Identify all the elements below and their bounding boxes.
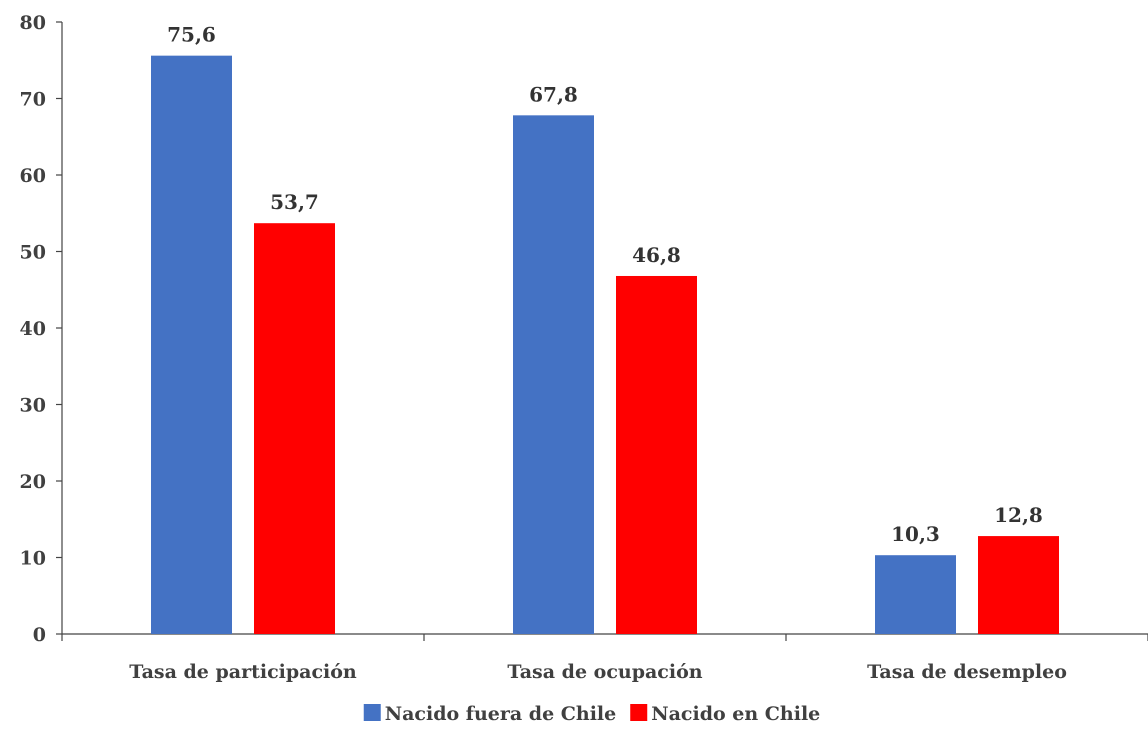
legend-swatch [630, 704, 648, 721]
y-axis: 0 10 20 30 40 50 60 70 80 [20, 12, 63, 646]
y-tick-label: 40 [20, 318, 46, 340]
bars [151, 55, 1059, 635]
bar [151, 55, 232, 635]
data-label: 10,3 [891, 522, 940, 546]
data-label: 46,8 [632, 243, 681, 267]
y-tick-label: 60 [20, 165, 46, 187]
bar [254, 223, 335, 634]
y-tick-label: 10 [20, 548, 46, 570]
y-tick-label: 80 [20, 12, 46, 34]
y-tick-label: 20 [20, 471, 46, 493]
bar [875, 555, 956, 634]
bar [978, 536, 1059, 634]
x-category-label: Tasa de ocupación [507, 661, 702, 683]
bar [616, 275, 697, 634]
x-category-label: Tasa de desempleo [867, 661, 1067, 683]
data-label: 53,7 [270, 190, 319, 214]
legend-label: Nacido fuera de Chile [385, 703, 617, 725]
x-category-label: Tasa de participación [129, 661, 357, 683]
bar [513, 115, 594, 634]
data-label: 67,8 [529, 82, 578, 106]
legend: Nacido fuera de Chile Nacido en Chile [363, 703, 820, 725]
y-tick-label: 30 [20, 395, 46, 417]
y-tick-label: 0 [33, 624, 46, 646]
legend-label: Nacido en Chile [651, 703, 820, 725]
y-tick-label: 70 [20, 89, 46, 111]
y-tick-label: 50 [20, 242, 46, 264]
legend-swatch [363, 704, 381, 721]
x-axis: Tasa de participación Tasa de ocupación Ta… [61, 633, 1148, 683]
data-label: 12,8 [994, 503, 1043, 527]
data-label: 75,6 [167, 23, 216, 47]
data-labels: 75,6 53,7 67,8 46,8 10,3 12,8 [167, 23, 1043, 547]
